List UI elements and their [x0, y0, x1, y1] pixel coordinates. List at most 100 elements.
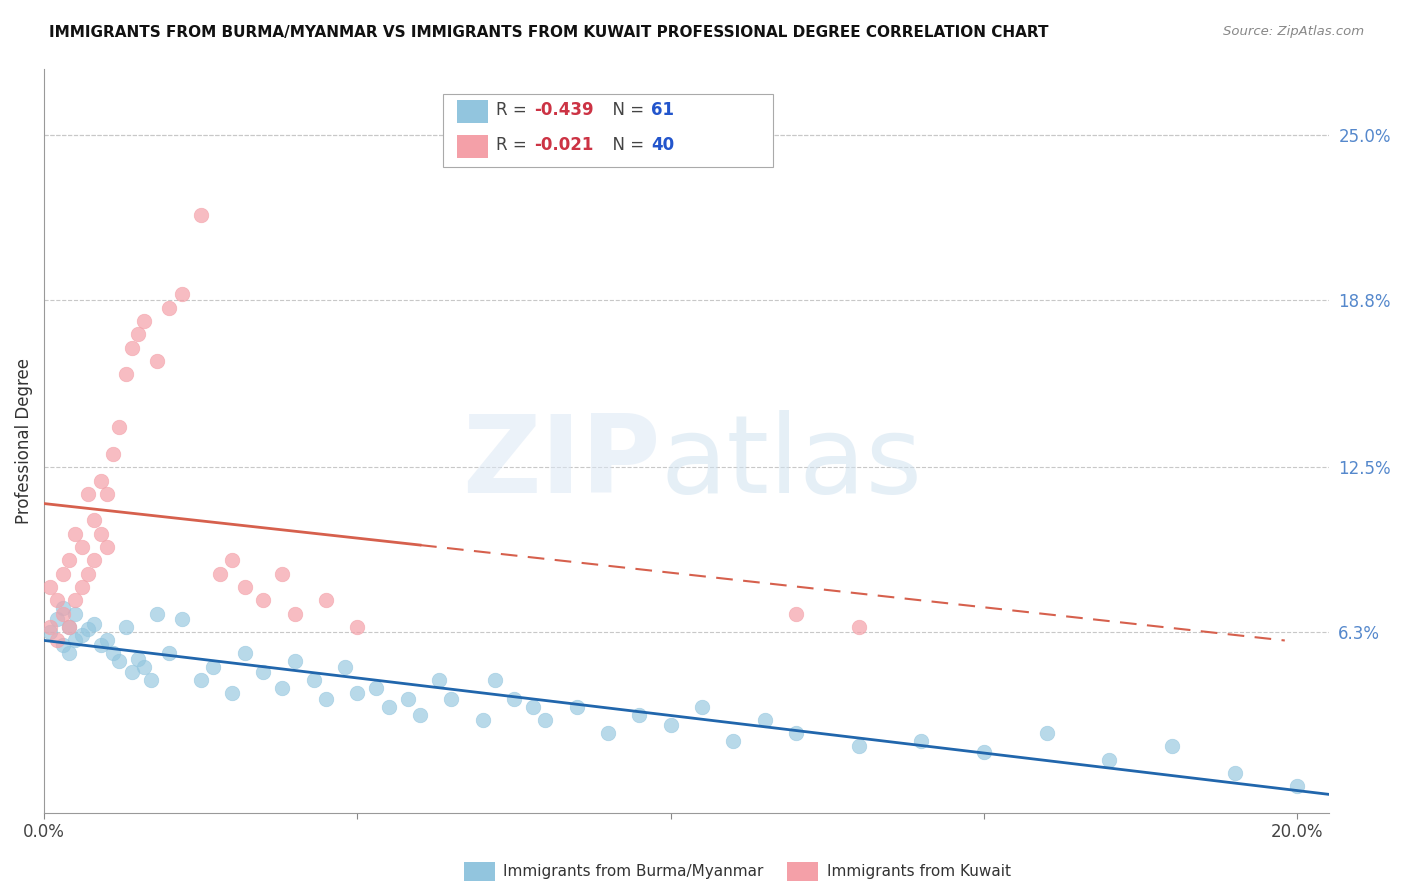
Point — [101, 647, 124, 661]
Point — [427, 673, 450, 687]
Point — [52, 601, 75, 615]
Point — [83, 617, 105, 632]
Point — [77, 566, 100, 581]
Point — [65, 526, 87, 541]
Text: N =: N = — [602, 136, 650, 153]
Point — [723, 734, 745, 748]
Point — [366, 681, 388, 695]
Text: -0.021: -0.021 — [534, 136, 593, 153]
Point — [233, 647, 256, 661]
Point — [440, 691, 463, 706]
Point — [271, 566, 294, 581]
Point — [202, 659, 225, 673]
Point — [70, 628, 93, 642]
Point — [302, 673, 325, 687]
Point — [221, 553, 243, 567]
Point — [284, 607, 307, 621]
Text: N =: N = — [602, 101, 650, 119]
Point — [58, 620, 80, 634]
Point — [134, 314, 156, 328]
Point — [628, 707, 651, 722]
Text: R =: R = — [496, 136, 533, 153]
Point — [1286, 780, 1309, 794]
Point — [65, 593, 87, 607]
Point — [754, 713, 776, 727]
Point — [190, 208, 212, 222]
Point — [45, 593, 67, 607]
Y-axis label: Professional Degree: Professional Degree — [15, 358, 32, 524]
Point — [785, 726, 807, 740]
Point — [659, 718, 682, 732]
Point — [89, 474, 111, 488]
Point — [96, 633, 118, 648]
Point — [58, 647, 80, 661]
Point — [121, 665, 143, 679]
Point — [346, 620, 368, 634]
Point — [114, 368, 136, 382]
Point — [89, 639, 111, 653]
Point — [534, 713, 557, 727]
Point — [1161, 739, 1184, 754]
Point — [848, 620, 870, 634]
Point — [221, 686, 243, 700]
Point — [346, 686, 368, 700]
Point — [77, 487, 100, 501]
Point — [1223, 766, 1246, 780]
Point — [159, 301, 181, 315]
Point — [503, 691, 526, 706]
Point — [96, 487, 118, 501]
Point — [252, 665, 274, 679]
Point — [396, 691, 419, 706]
Point — [39, 580, 62, 594]
Point — [65, 633, 87, 648]
Point — [159, 647, 181, 661]
Point — [333, 659, 356, 673]
Point — [58, 620, 80, 634]
Text: Immigrants from Burma/Myanmar: Immigrants from Burma/Myanmar — [503, 864, 763, 879]
Point — [596, 726, 619, 740]
Point — [101, 447, 124, 461]
Point — [121, 341, 143, 355]
Point — [139, 673, 162, 687]
Point — [127, 327, 149, 342]
Point — [973, 745, 995, 759]
Point — [134, 659, 156, 673]
Point — [96, 540, 118, 554]
Text: atlas: atlas — [661, 410, 922, 516]
Text: 61: 61 — [651, 101, 673, 119]
Point — [114, 620, 136, 634]
Text: 40: 40 — [651, 136, 673, 153]
Point — [45, 612, 67, 626]
Text: Immigrants from Kuwait: Immigrants from Kuwait — [827, 864, 1011, 879]
Point — [233, 580, 256, 594]
Point — [52, 566, 75, 581]
Point — [409, 707, 432, 722]
Point — [315, 691, 337, 706]
Point — [45, 633, 67, 648]
Point — [65, 607, 87, 621]
Text: Source: ZipAtlas.com: Source: ZipAtlas.com — [1223, 25, 1364, 38]
Point — [170, 612, 193, 626]
Point — [1035, 726, 1057, 740]
Point — [252, 593, 274, 607]
Point — [565, 699, 588, 714]
Point — [271, 681, 294, 695]
Point — [52, 607, 75, 621]
Point — [484, 673, 506, 687]
Text: R =: R = — [496, 101, 533, 119]
Point — [77, 623, 100, 637]
Point — [89, 526, 111, 541]
Point — [108, 654, 131, 668]
Point — [108, 420, 131, 434]
Point — [690, 699, 713, 714]
Point — [58, 553, 80, 567]
Point — [284, 654, 307, 668]
Point — [377, 699, 399, 714]
Point — [208, 566, 231, 581]
Point — [315, 593, 337, 607]
Point — [70, 580, 93, 594]
Point — [146, 607, 169, 621]
Point — [39, 625, 62, 640]
Point — [785, 607, 807, 621]
Point — [522, 699, 544, 714]
